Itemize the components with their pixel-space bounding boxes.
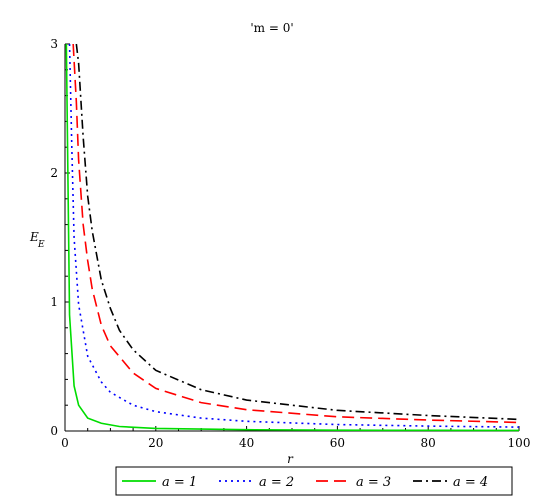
series-line-3 [72,43,520,424]
plot-area [65,43,520,432]
series-line-1 [65,43,520,432]
y-tick-label: 2 [50,166,58,180]
x-tick-label: 20 [148,436,163,450]
x-tick-label: 0 [61,436,69,450]
x-tick-label: 100 [508,436,531,450]
x-axis-label: r [287,452,294,466]
chart-title: 'm = 0' [250,21,293,35]
legend-label-3: a = 3 [356,475,391,490]
y-tick-label: 3 [50,37,58,51]
x-tick-label: 80 [421,436,436,450]
legend-label-4: a = 4 [453,475,488,490]
legend: a = 1 a = 2 a = 3 a = 4 [115,466,513,496]
y-tick-label: 0 [50,424,58,438]
y-axis-label: E [29,230,39,244]
y-axis-label-subscript: E [37,240,45,250]
series-line-4 [75,43,520,421]
series-line-2 [68,43,520,428]
x-tick-label: 60 [330,436,345,450]
x-tick-label: 40 [239,436,254,450]
legend-label-2: a = 2 [259,475,294,490]
axes [64,44,519,432]
y-tick-label: 1 [50,295,58,309]
y-axis-label-group: E E [29,230,45,250]
legend-label-1: a = 1 [162,475,197,490]
